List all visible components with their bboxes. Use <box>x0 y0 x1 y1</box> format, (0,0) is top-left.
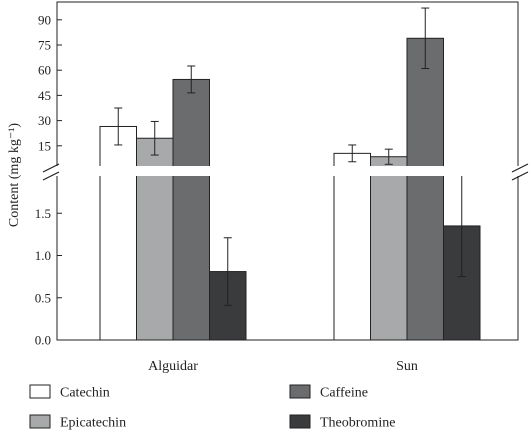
legend-label-caffeine: Caffeine <box>320 386 368 401</box>
y-tick-label-upper: 60 <box>38 63 51 78</box>
y-tick-label-upper: 75 <box>38 38 51 53</box>
legend-label-theobromine: Theobromine <box>320 416 395 431</box>
bar-catechin-sun <box>333 152 371 341</box>
axis-break-slash-left <box>42 163 60 173</box>
bar-caffeine-sun <box>406 37 444 341</box>
axis-break-slash-left <box>42 171 60 181</box>
legend: Catechin Epicatechin Caffeine Theobromine <box>29 384 395 431</box>
y-tick-label-upper: 30 <box>38 113 51 128</box>
y-tick-label-upper: 15 <box>38 138 51 153</box>
bar-caffeine-alguidar <box>172 78 210 341</box>
legend-label-epicatechin: Epicatechin <box>60 416 126 431</box>
legend-swatch-caffeine <box>289 384 311 399</box>
legend-swatch-theobromine <box>289 414 311 429</box>
plot-area <box>99 7 481 341</box>
y-tick-label-lower: 0.5 <box>35 290 51 305</box>
legend-swatch-catechin <box>29 384 51 399</box>
legend-label-catechin: Catechin <box>60 386 110 401</box>
axis-break-gap <box>45 166 530 176</box>
y-tick-label-lower: 1.5 <box>35 206 51 221</box>
axis-break-slash-right <box>511 171 529 181</box>
x-tick-label-sun: Sun <box>396 359 418 374</box>
y-axis-title: Content (mg kg⁻¹) <box>7 123 22 227</box>
x-tick-label-alguidar: Alguidar <box>148 359 198 374</box>
y-tick-label-lower: 0.0 <box>35 333 51 348</box>
bar-catechin-alguidar <box>99 125 137 341</box>
y-tick-label-upper: 90 <box>38 12 51 27</box>
legend-swatch-epicatechin <box>29 414 51 429</box>
y-tick-label-lower: 1.0 <box>35 248 51 263</box>
axis-break <box>42 163 530 181</box>
axis-break-slash-right <box>511 163 529 173</box>
axis-labels: Content (mg kg⁻¹) <box>7 123 22 227</box>
y-tick-label-upper: 45 <box>38 88 51 103</box>
bar-epicatechin-sun <box>370 156 408 341</box>
